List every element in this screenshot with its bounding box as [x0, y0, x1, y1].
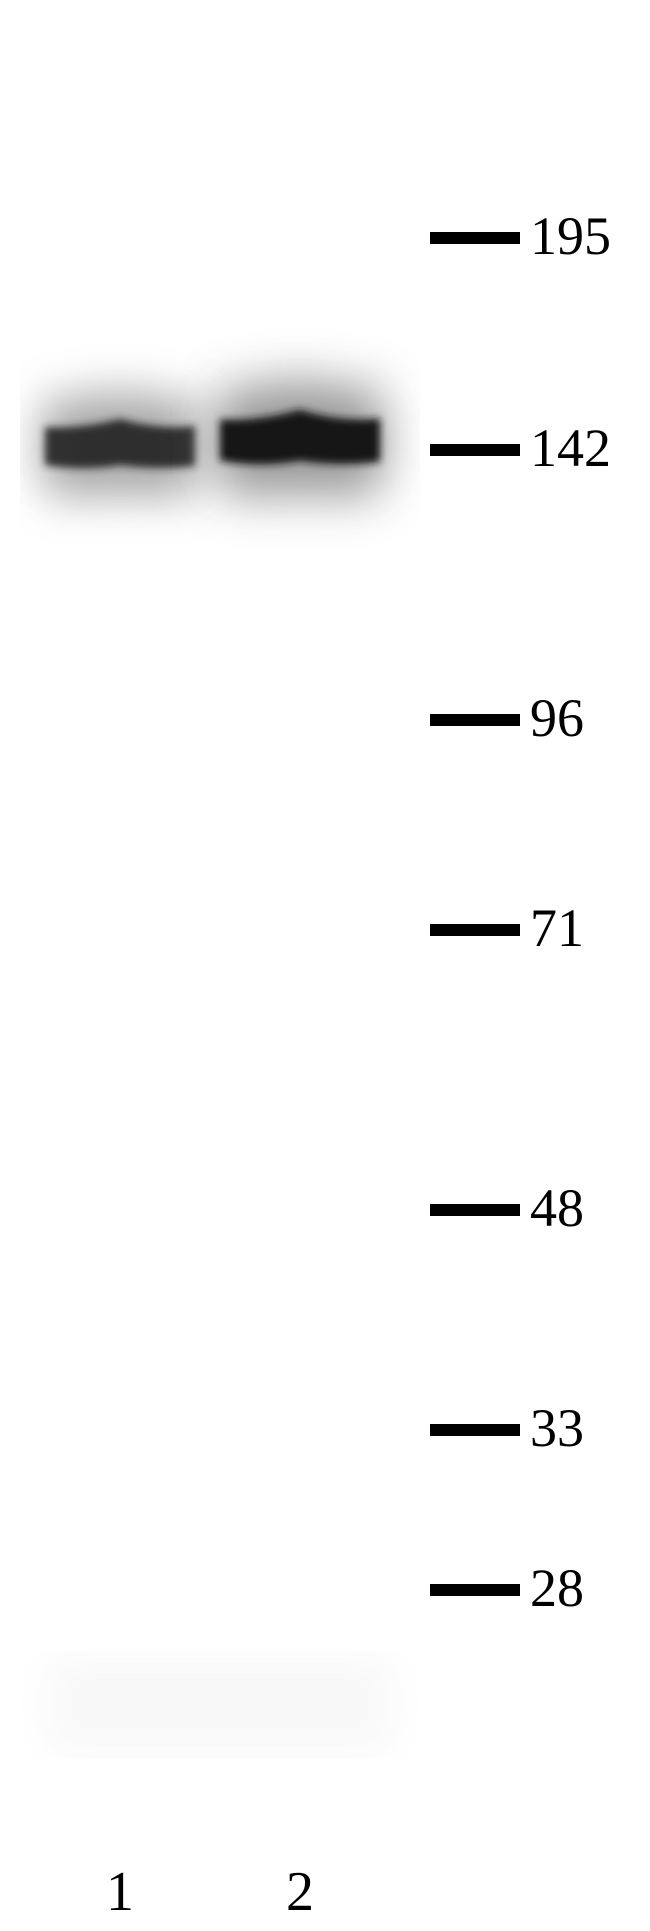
mw-marker-label-195: 195 [530, 205, 611, 267]
mw-marker-label-28: 28 [530, 1557, 584, 1619]
mw-marker-label-33: 33 [530, 1397, 584, 1459]
mw-marker-tick-71 [430, 924, 520, 936]
mw-marker-label-96: 96 [530, 687, 584, 749]
mw-marker-label-142: 142 [530, 417, 611, 479]
mw-marker-label-71: 71 [530, 897, 584, 959]
mw-marker-tick-96 [430, 714, 520, 726]
lane-label-2: 2 [270, 1860, 330, 1924]
mw-marker-tick-48 [430, 1204, 520, 1216]
mw-marker-label-48: 48 [530, 1177, 584, 1239]
mw-marker-tick-33 [430, 1424, 520, 1436]
lane-label-1: 1 [90, 1860, 150, 1924]
mw-marker-tick-28 [430, 1584, 520, 1596]
bands-svg [20, 40, 420, 1780]
western-blot-membrane [20, 40, 420, 1780]
mw-marker-tick-195 [430, 232, 520, 244]
mw-marker-tick-142 [430, 444, 520, 456]
